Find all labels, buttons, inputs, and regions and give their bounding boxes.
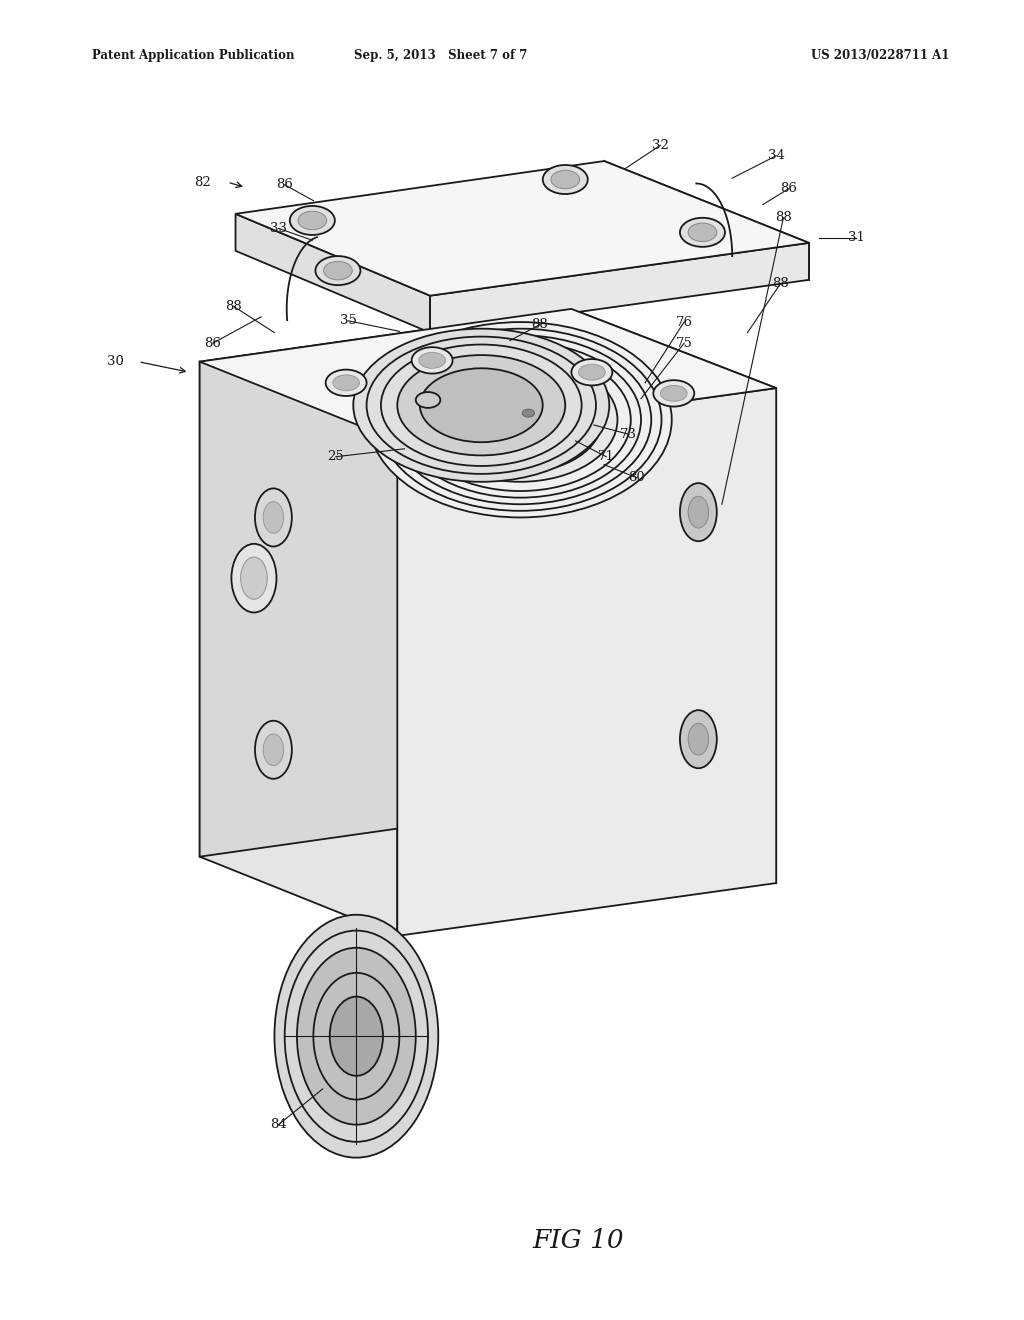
Ellipse shape [353, 329, 609, 482]
Ellipse shape [551, 170, 580, 189]
Polygon shape [236, 214, 430, 333]
Ellipse shape [297, 948, 416, 1125]
Text: 82: 82 [195, 176, 211, 189]
Text: Sep. 5, 2013   Sheet 7 of 7: Sep. 5, 2013 Sheet 7 of 7 [353, 49, 527, 62]
Text: 88: 88 [775, 211, 792, 224]
Polygon shape [571, 309, 776, 883]
Text: 76: 76 [676, 315, 692, 329]
Text: 88: 88 [225, 300, 242, 313]
Ellipse shape [660, 385, 687, 401]
Ellipse shape [416, 392, 440, 408]
Ellipse shape [333, 375, 359, 391]
Text: US 2013/0228711 A1: US 2013/0228711 A1 [811, 49, 950, 62]
Polygon shape [236, 161, 809, 296]
Text: 31: 31 [848, 231, 864, 244]
Ellipse shape [571, 359, 612, 385]
Ellipse shape [680, 710, 717, 768]
Ellipse shape [290, 206, 335, 235]
Ellipse shape [397, 355, 565, 455]
Ellipse shape [419, 352, 445, 368]
Ellipse shape [420, 368, 543, 442]
Text: 84: 84 [270, 1118, 287, 1131]
Text: Patent Application Publication: Patent Application Publication [92, 49, 295, 62]
Text: 33: 33 [270, 222, 287, 235]
Text: 88: 88 [772, 277, 788, 290]
Text: 34: 34 [768, 149, 784, 162]
Ellipse shape [231, 544, 276, 612]
Text: 86: 86 [205, 337, 221, 350]
Ellipse shape [471, 388, 569, 451]
Polygon shape [200, 362, 397, 936]
Ellipse shape [369, 322, 672, 517]
Text: 32: 32 [652, 139, 669, 152]
Ellipse shape [315, 256, 360, 285]
Ellipse shape [508, 412, 532, 428]
Ellipse shape [255, 488, 292, 546]
Text: 86: 86 [780, 182, 797, 195]
Ellipse shape [543, 165, 588, 194]
Text: 25: 25 [328, 450, 344, 463]
Polygon shape [397, 388, 776, 936]
Ellipse shape [423, 358, 617, 482]
Ellipse shape [412, 347, 453, 374]
Ellipse shape [326, 370, 367, 396]
Text: 30: 30 [108, 355, 124, 368]
Text: 71: 71 [598, 450, 614, 463]
Ellipse shape [653, 380, 694, 407]
Text: 80: 80 [629, 471, 645, 484]
Ellipse shape [688, 723, 709, 755]
Text: 86: 86 [276, 178, 293, 191]
Ellipse shape [579, 364, 605, 380]
Ellipse shape [680, 218, 725, 247]
Ellipse shape [680, 483, 717, 541]
Ellipse shape [298, 211, 327, 230]
Text: 88: 88 [531, 318, 548, 331]
Ellipse shape [330, 997, 383, 1076]
Ellipse shape [688, 223, 717, 242]
Polygon shape [200, 309, 776, 441]
Ellipse shape [274, 915, 438, 1158]
Ellipse shape [522, 409, 535, 417]
Ellipse shape [489, 400, 551, 440]
Polygon shape [430, 243, 809, 333]
Ellipse shape [263, 734, 284, 766]
Text: 75: 75 [676, 337, 692, 350]
Ellipse shape [263, 502, 284, 533]
Text: FIG 10: FIG 10 [532, 1229, 625, 1253]
Ellipse shape [241, 557, 267, 599]
Polygon shape [200, 309, 571, 857]
Polygon shape [604, 161, 809, 280]
Ellipse shape [688, 496, 709, 528]
Ellipse shape [454, 376, 587, 463]
Text: 35: 35 [340, 314, 356, 327]
Ellipse shape [255, 721, 292, 779]
Ellipse shape [324, 261, 352, 280]
Text: 73: 73 [621, 428, 637, 441]
